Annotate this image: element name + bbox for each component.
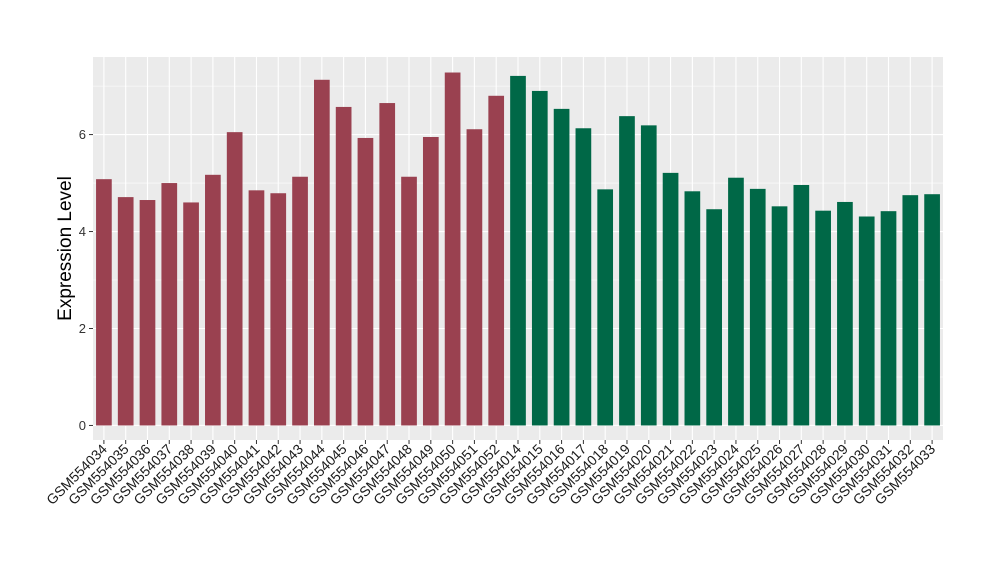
bar-GSM554051 (466, 129, 483, 426)
bar-GSM554044 (314, 79, 330, 426)
bar-GSM554048 (401, 176, 417, 426)
bar-GSM554038 (183, 202, 199, 426)
bar-GSM554025 (749, 188, 766, 426)
bar-GSM554023 (706, 209, 722, 426)
y-tick-label: 2 (79, 321, 86, 336)
bar-GSM554020 (640, 125, 657, 426)
y-tick-label: 6 (79, 127, 86, 142)
bar-GSM554042 (270, 193, 287, 426)
bar-GSM554043 (292, 176, 308, 426)
bar-GSM554014 (510, 75, 526, 426)
bar-GSM554030 (858, 216, 875, 426)
y-tick-label: 0 (79, 418, 86, 433)
bar-GSM554016 (553, 108, 570, 426)
bar-GSM554037 (161, 183, 178, 426)
bar-GSM554029 (837, 201, 853, 426)
bar-GSM554019 (619, 116, 635, 426)
bar-GSM554022 (684, 191, 701, 426)
bar-GSM554034 (96, 179, 112, 426)
bar-GSM554052 (488, 95, 505, 426)
bar-GSM554035 (117, 197, 134, 426)
bar-GSM554018 (597, 189, 614, 426)
bar-GSM554039 (205, 174, 221, 426)
bar-GSM554049 (422, 136, 439, 426)
bar-GSM554028 (815, 210, 831, 426)
bar-GSM554046 (357, 137, 374, 426)
y-tick-label: 4 (79, 224, 86, 239)
bar-GSM554045 (335, 106, 352, 426)
bar-GSM554041 (248, 190, 265, 426)
bars (96, 72, 940, 426)
bar-GSM554032 (902, 195, 919, 426)
y-axis: 0 2 4 6 (79, 127, 93, 433)
bar-GSM554033 (924, 194, 940, 426)
bar-GSM554015 (531, 90, 548, 426)
bar-GSM554050 (444, 72, 461, 426)
bar-GSM554027 (793, 184, 810, 426)
bar-GSM554047 (379, 103, 396, 426)
bar-GSM554021 (662, 172, 679, 426)
x-axis: GSM554034GSM554035GSM554036GSM554037GSM5… (43, 440, 938, 508)
bar-GSM554040 (226, 132, 243, 426)
bar-GSM554031 (880, 211, 897, 426)
bar-GSM554024 (728, 177, 744, 426)
bar-GSM554017 (575, 128, 592, 426)
y-axis-title: Expression Level (55, 176, 76, 321)
bar-GSM554036 (139, 200, 156, 426)
bar-GSM554026 (771, 206, 788, 426)
